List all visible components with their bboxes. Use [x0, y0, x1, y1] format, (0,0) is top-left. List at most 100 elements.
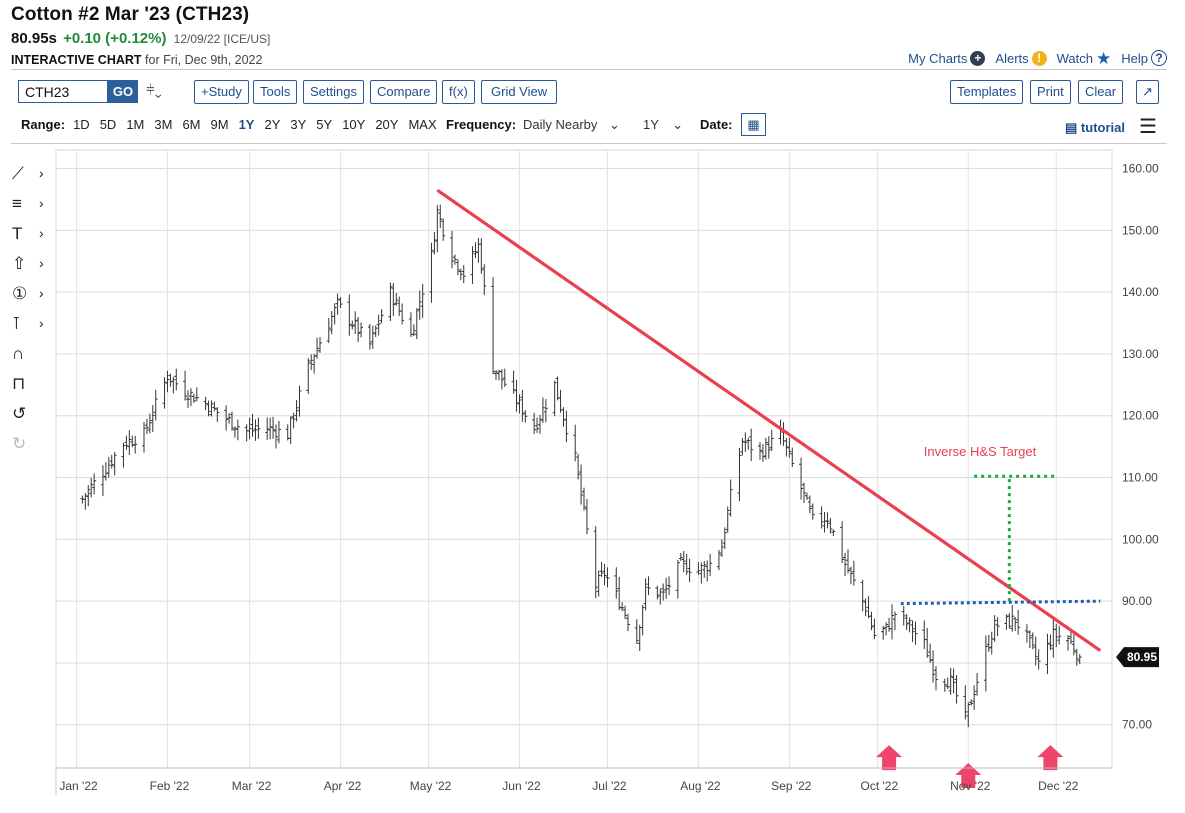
date-exchange: 12/09/22 [ICE/US] [173, 32, 271, 46]
ohlc-bars [80, 204, 1082, 728]
expand-arrow-icon[interactable]: ↗ [1136, 80, 1159, 104]
range-5y[interactable]: 5Y [316, 117, 333, 132]
print-button[interactable]: Print [1030, 80, 1071, 104]
magnet-icon: ∩ [12, 344, 25, 363]
watch-label: Watch [1056, 50, 1093, 66]
page-title: Cotton #2 Mar '23 (CTH23) [11, 4, 250, 25]
range-5d[interactable]: 5D [99, 117, 117, 132]
text-icon: T [12, 224, 23, 243]
tools-button[interactable]: Tools [253, 80, 298, 104]
help-label: Help [1121, 50, 1148, 66]
fibonacci-icon: ≡ [12, 194, 22, 213]
templates-button[interactable]: Templates [950, 80, 1024, 104]
up-arrow-marker [955, 763, 982, 789]
undo-tool[interactable]: ↺ [12, 404, 52, 428]
chevron-down-icon: ⌄ [609, 117, 620, 132]
x-tick-label: May '22 [410, 779, 452, 793]
magnet-tool[interactable]: ∩ [12, 344, 52, 368]
range-20y[interactable]: 20Y [375, 117, 399, 132]
x-tick-label: Feb '22 [150, 779, 190, 793]
range-1m[interactable]: 1M [126, 117, 145, 132]
range-10y[interactable]: 10Y [342, 117, 366, 132]
y-tick-label: 70.00 [1122, 718, 1152, 732]
x-tick-label: Oct '22 [861, 779, 899, 793]
redo-icon: ↻ [12, 434, 27, 453]
chart-subtitle: INTERACTIVE CHART for Fri, Dec 9th, 2022 [11, 53, 262, 67]
fib-tool[interactable]: ≡ › [12, 194, 52, 218]
text-tool[interactable]: T › [12, 224, 52, 248]
x-tick-label: Dec '22 [1038, 779, 1079, 793]
numbered-marker-icon: ① [12, 284, 28, 303]
alerts-link[interactable]: Alerts ! [995, 50, 1047, 66]
measure-tool[interactable]: ⊺ › [12, 314, 52, 338]
calendar-icon[interactable]: ▦ [741, 113, 766, 136]
frequency-value: Daily Nearby [523, 117, 598, 132]
range-1y[interactable]: 1Y [238, 117, 255, 132]
my-charts-link[interactable]: My Charts + [908, 50, 986, 66]
function-button[interactable]: f(x) [442, 80, 475, 104]
help-link[interactable]: Help ? [1121, 50, 1167, 66]
range-3y[interactable]: 3Y [290, 117, 307, 132]
up-arrow-marker [876, 745, 903, 771]
range-max[interactable]: MAX [408, 117, 437, 132]
alerts-label: Alerts [995, 50, 1029, 66]
film-icon: ▤ [1065, 120, 1078, 135]
add-study-button[interactable]: +Study [194, 80, 249, 104]
y-tick-label: 150.00 [1122, 223, 1159, 237]
chart-axes: 70.0080.0090.00100.00110.00120.00130.001… [55, 162, 1159, 796]
arrow-tool[interactable]: ⇧ › [12, 254, 52, 278]
hamburger-menu-icon[interactable]: ☰ [1139, 116, 1157, 138]
clear-button[interactable]: Clear [1078, 80, 1124, 104]
star-icon: ★ [1096, 48, 1112, 68]
last-price-tag [1116, 647, 1159, 668]
chart-type-icon[interactable]: ⫩⌄ [146, 82, 162, 99]
toolbar-divider [11, 143, 1167, 144]
date-label: Date: [700, 117, 733, 132]
x-tick-label: Sep '22 [771, 779, 812, 793]
chevron-right-icon: › [39, 255, 44, 271]
unlock-icon: ⊓ [12, 374, 26, 393]
y-tick-label: 120.00 [1122, 409, 1159, 423]
redo-tool[interactable]: ↻ [12, 434, 52, 458]
chevron-right-icon: › [39, 195, 44, 211]
go-button[interactable]: GO [108, 80, 138, 103]
chevron-right-icon: › [39, 225, 44, 241]
y-tick-label: 90.00 [1122, 594, 1152, 608]
range-2y[interactable]: 2Y [264, 117, 281, 132]
x-tick-label: Aug '22 [680, 779, 721, 793]
my-charts-label: My Charts [908, 50, 968, 66]
chevron-down-icon: ⌄ [672, 117, 684, 132]
target-label: Inverse H&S Target [924, 444, 1037, 459]
range-9m[interactable]: 9M [210, 117, 229, 132]
annotations: Inverse H&S Target [436, 188, 1102, 789]
frequency-select[interactable]: Daily Nearby ⌄ [523, 117, 620, 133]
lock-tool[interactable]: ⊓ [12, 374, 52, 398]
downtrend-line [436, 188, 1102, 652]
frequency-group: Frequency: [446, 117, 524, 132]
tutorial-label: tutorial [1080, 120, 1125, 135]
chevron-right-icon: › [39, 285, 44, 301]
watch-link[interactable]: Watch ★ [1056, 48, 1112, 68]
price-change: +0.10 (+0.12%) [63, 30, 167, 47]
line-tool[interactable]: ⟋ › [12, 164, 52, 188]
tutorial-link[interactable]: ▤ tutorial [1065, 120, 1125, 136]
compare-button[interactable]: Compare [370, 80, 438, 104]
header-divider [11, 69, 1167, 70]
settings-button[interactable]: Settings [303, 80, 364, 104]
range-1d[interactable]: 1D [73, 117, 90, 132]
symbol-input[interactable]: CTH23 [18, 80, 108, 103]
range-bar: Range: 1D 5D 1M 3M 6M 9M 1Y 2Y 3Y 5Y 10Y… [21, 117, 447, 132]
y-tick-label: 130.00 [1122, 347, 1159, 361]
up-arrow-marker [1037, 745, 1064, 771]
last-price-label: 80.95 [1127, 650, 1157, 664]
marker-tool[interactable]: ① › [12, 284, 52, 308]
x-tick-label: Jun '22 [502, 779, 541, 793]
last-price: 80.95s [11, 30, 57, 47]
period-select[interactable]: 1Y ⌄ [643, 117, 683, 133]
x-tick-label: Jul '22 [592, 779, 627, 793]
period-value: 1Y [643, 117, 659, 132]
range-6m[interactable]: 6M [182, 117, 201, 132]
grid-view-button[interactable]: Grid View [481, 80, 558, 104]
range-3m[interactable]: 3M [154, 117, 173, 132]
